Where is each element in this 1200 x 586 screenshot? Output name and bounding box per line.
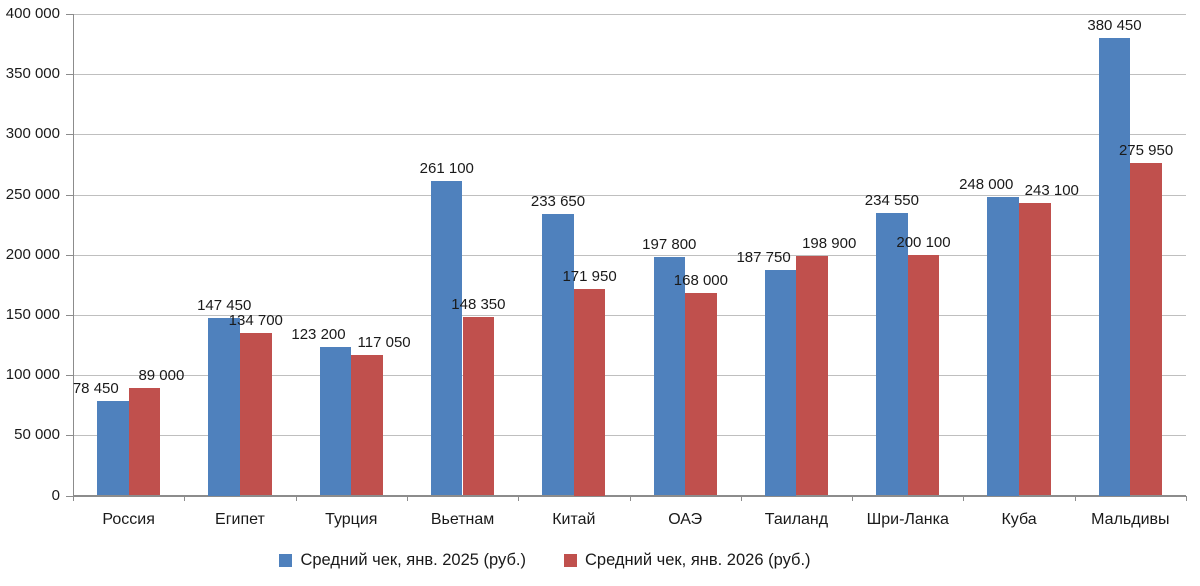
value-label: 261 100: [419, 160, 474, 178]
legend-label: Средний чек, янв. 2025 (руб.): [300, 551, 526, 569]
bar-2026-Шри-Ланка: [907, 254, 940, 496]
x-axis-label-Мальдивы: Мальдивы: [1091, 510, 1170, 528]
gridline: [73, 14, 1186, 15]
y-axis-tick: [66, 254, 73, 256]
bar-2025-Мальдивы: [1098, 37, 1131, 496]
bar-2026-ОАЭ: [685, 293, 717, 496]
legend-swatch-icon: [564, 554, 577, 567]
bar-2025-Вьетнам: [430, 181, 463, 496]
y-axis-label: 0: [51, 486, 60, 504]
y-axis-line: [73, 14, 74, 496]
value-label: 171 950: [562, 267, 617, 285]
bar-2025-ОАЭ: [653, 257, 686, 496]
value-label: 234 550: [864, 192, 919, 210]
bar-2025-Шри-Ланка: [876, 213, 908, 496]
x-axis-label-Турция: Турция: [325, 510, 378, 528]
y-axis-tick: [66, 435, 73, 437]
legend-item-1: Средний чек, янв. 2026 (руб.): [564, 551, 811, 570]
x-axis-label-Египет: Египет: [215, 510, 265, 528]
legend-label: Средний чек, янв. 2026 (руб.): [585, 551, 811, 569]
value-label: 197 800: [642, 236, 697, 254]
y-axis-label: 150 000: [5, 305, 60, 323]
gridline: [73, 314, 1186, 316]
bar-2025-Турция: [319, 347, 352, 496]
legend-item-0: Средний чек, янв. 2025 (руб.): [279, 551, 526, 570]
y-axis-tick: [66, 375, 73, 377]
x-axis-tick: [740, 495, 742, 501]
bar-2026-Вьетнам: [462, 316, 495, 496]
x-axis-label-Китай: Китай: [552, 510, 596, 528]
bar-2025-Китай: [542, 214, 574, 496]
bar-2026-Россия: [128, 388, 161, 496]
bar-2025-Куба: [987, 197, 1019, 496]
y-axis-label: 100 000: [5, 366, 60, 384]
gridline: [73, 74, 1186, 76]
x-axis-tick: [963, 495, 965, 501]
legend-swatch-icon: [279, 554, 293, 567]
bar-2025-Россия: [97, 401, 129, 496]
chart-legend: Средний чек, янв. 2025 (руб.) Средний чек…: [0, 551, 1090, 570]
x-axis-label-Таиланд: Таиланд: [764, 510, 829, 528]
gridline: [73, 134, 1186, 136]
x-axis-label-Куба: Куба: [1001, 510, 1037, 528]
x-axis-label-Россия: Россия: [102, 510, 155, 528]
value-label: 187 750: [736, 248, 791, 266]
y-axis-label: 300 000: [5, 125, 60, 143]
y-axis-tick: [66, 314, 73, 316]
gridline: [73, 194, 1186, 196]
value-label: 147 450: [197, 297, 252, 314]
bar-2025-Египет: [208, 318, 240, 496]
gridline: [73, 435, 1186, 437]
x-axis-tick: [629, 495, 631, 501]
x-axis-tick: [184, 495, 186, 501]
value-label: 168 000: [673, 272, 728, 290]
y-axis-label: 200 000: [5, 245, 60, 263]
x-axis-tick: [406, 495, 408, 501]
gridline: [73, 254, 1186, 256]
y-axis-label: 50 000: [14, 426, 60, 444]
value-label: 89 000: [138, 367, 185, 385]
bar-2025-Таиланд: [764, 269, 797, 496]
bar-2026-Турция: [351, 354, 383, 496]
bar-2026-Египет: [240, 333, 272, 496]
value-label: 78 450: [72, 380, 119, 398]
x-axis-tick: [1186, 495, 1187, 501]
x-axis-label-Вьетнам: Вьетнам: [430, 510, 495, 528]
value-label: 123 200: [291, 326, 346, 344]
y-axis-tick: [66, 194, 73, 196]
x-axis-tick: [73, 495, 74, 501]
y-axis-label: 400 000: [5, 5, 60, 22]
value-label: 248 000: [959, 176, 1014, 193]
value-label: 200 100: [896, 233, 951, 251]
y-axis-tick: [66, 14, 73, 15]
value-label: 380 450: [1087, 16, 1142, 34]
y-axis-tick: [66, 134, 73, 136]
bar-2026-Китай: [573, 288, 606, 496]
y-axis-label: 350 000: [5, 65, 60, 83]
gridline: [73, 375, 1186, 377]
value-label: 275 950: [1118, 142, 1174, 160]
value-label: 117 050: [357, 333, 411, 351]
x-axis-tick: [852, 495, 854, 501]
x-axis-tick: [295, 495, 297, 501]
value-label: 233 650: [530, 193, 586, 211]
value-label: 134 700: [228, 312, 283, 330]
y-axis-tick: [66, 74, 73, 76]
y-axis-tick: [66, 495, 73, 497]
x-axis-label-ОАЭ: ОАЭ: [668, 510, 703, 528]
y-axis-label: 250 000: [5, 185, 60, 203]
bar-2026-Куба: [1019, 202, 1051, 496]
x-axis-tick: [1074, 495, 1076, 501]
value-label: 198 900: [802, 235, 857, 253]
x-axis-tick: [518, 495, 520, 501]
bar-2026-Мальдивы: [1130, 163, 1162, 496]
value-label: 243 100: [1024, 181, 1079, 199]
value-label: 148 350: [451, 295, 506, 313]
x-axis-label-Шри-Ланка: Шри-Ланка: [866, 510, 949, 528]
bar-2026-Таиланд: [796, 256, 828, 496]
